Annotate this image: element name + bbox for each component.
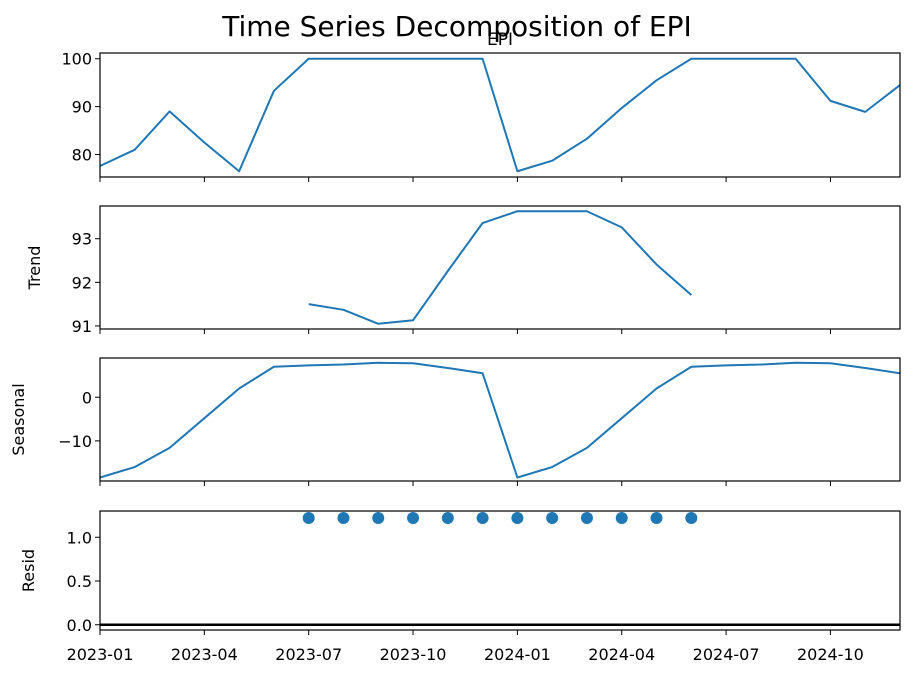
y-tick-label: 0 xyxy=(82,388,92,407)
panel-title: EPI xyxy=(487,30,513,50)
seasonal-series-line xyxy=(99,361,901,479)
observed-series-line xyxy=(99,57,901,173)
panel-seasonal: 0 −10 Seasonal xyxy=(9,357,901,486)
y-tick-label: 91 xyxy=(72,317,92,336)
panel-observed: 80 90 100 EPI xyxy=(61,30,901,182)
figure-title: Time Series Decomposition of EPI xyxy=(221,10,692,43)
resid-scatter-point xyxy=(685,512,698,524)
y-tick-label: 80 xyxy=(72,145,92,164)
x-tick-label: 2024-07 xyxy=(693,645,760,664)
resid-scatter-point xyxy=(441,512,454,524)
x-tick-label: 2024-04 xyxy=(588,645,655,664)
axes-frame xyxy=(99,510,901,631)
axes-frame xyxy=(99,52,901,178)
resid-scatter-point xyxy=(476,512,489,524)
resid-scatter-point xyxy=(372,512,385,524)
panel-resid: 2023-01 2023-04 2023-07 2023-10 2024-01 2024-… xyxy=(19,510,901,664)
resid-scatter-point xyxy=(546,512,559,524)
resid-scatter-point xyxy=(615,512,628,524)
trend-series-line xyxy=(308,210,692,325)
x-tick-label: 2023-10 xyxy=(380,645,447,664)
y-tick-label: 92 xyxy=(72,273,92,292)
x-tick-label: 2023-01 xyxy=(67,645,134,664)
resid-scatter-point xyxy=(407,512,420,524)
resid-scatter-point xyxy=(302,512,315,524)
y-axis-label: Seasonal xyxy=(9,383,28,455)
y-tick-label: 100 xyxy=(61,50,92,69)
panel-trend: 91 92 93 Trend xyxy=(25,205,901,336)
resid-scatter-point xyxy=(337,512,350,524)
y-tick-label: −10 xyxy=(58,432,92,451)
resid-scatter-point xyxy=(511,512,524,524)
y-tick-label: 1.0 xyxy=(67,528,92,547)
y-axis-label: Resid xyxy=(19,549,38,592)
resid-scatter-point xyxy=(650,512,663,524)
axes-frame xyxy=(99,357,901,482)
x-tick-label: 2023-04 xyxy=(171,645,238,664)
y-tick-label: 0.0 xyxy=(67,616,92,635)
resid-scatter-point xyxy=(580,512,593,524)
x-tick-label: 2023-07 xyxy=(275,645,342,664)
y-tick-label: 0.5 xyxy=(67,572,92,591)
x-tick-label: 2024-01 xyxy=(484,645,551,664)
y-tick-label: 90 xyxy=(72,98,92,117)
y-axis-label: Trend xyxy=(25,246,44,291)
y-tick-label: 93 xyxy=(72,230,92,249)
x-tick-label: 2024-10 xyxy=(797,645,864,664)
axes-frame xyxy=(99,205,901,330)
